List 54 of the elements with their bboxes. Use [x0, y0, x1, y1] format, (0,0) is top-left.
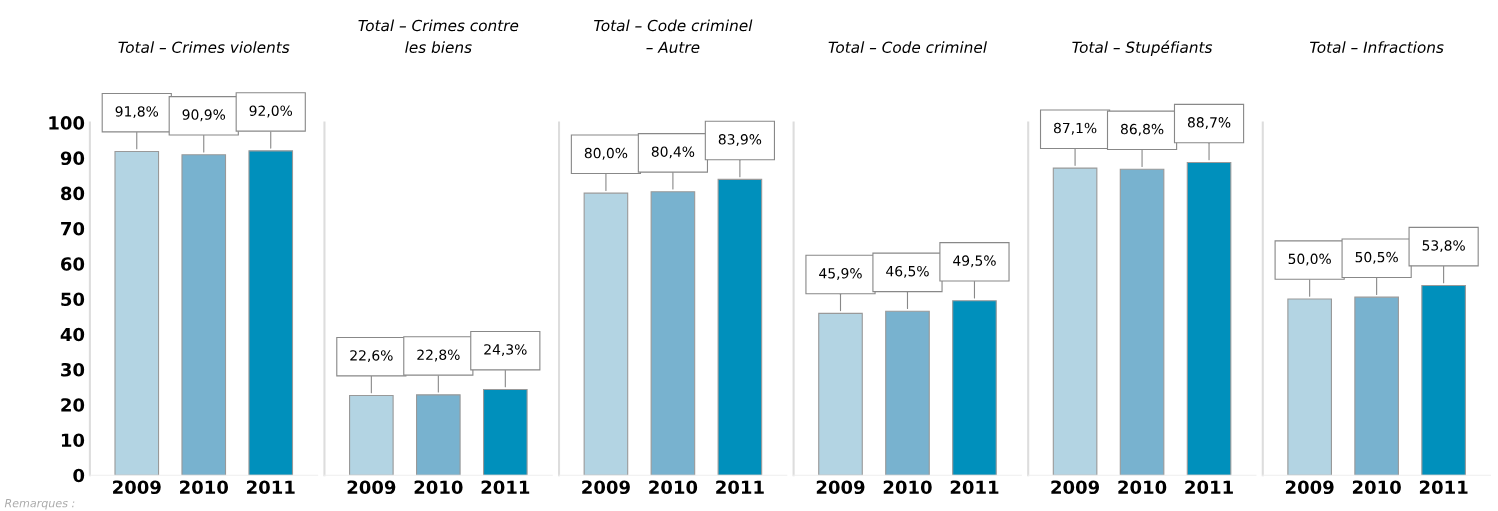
chart-title: Total – Crimes contre les biens — [358, 19, 519, 54]
data-label: 22,6% — [350, 350, 393, 363]
chart-title: Total – Infractions — [1310, 41, 1444, 54]
data-label: 86,8% — [1120, 123, 1164, 136]
data-label: 46,5% — [886, 265, 929, 278]
data-label: 45,9% — [819, 268, 862, 280]
x-tick-label: 2010 — [180, 480, 229, 495]
x-tick-label: 2009 — [113, 480, 161, 495]
x-tick-label: 2009 — [816, 480, 865, 495]
x-tick-label: 2009 — [1051, 480, 1100, 495]
chart-title: Total – Code criminel – Autre — [594, 19, 753, 54]
x-tick-label: 2010 — [883, 480, 932, 495]
x-tick-label: 2010 — [1118, 480, 1167, 495]
data-label: 87,1% — [1053, 122, 1097, 135]
text: Remarques : — [4, 499, 75, 510]
y-tick-label: 80 — [61, 186, 85, 201]
chart-title: Total – Stupéfiants — [1072, 40, 1213, 56]
data-label: 50,0% — [1288, 253, 1331, 266]
data-label: 83,9% — [718, 134, 762, 146]
data-label: 92,0% — [249, 105, 293, 118]
chart-title: Total – Code criminel — [828, 41, 987, 54]
x-tick-label: 2011 — [716, 480, 764, 495]
x-tick-label: 2010 — [414, 480, 463, 495]
y-tick-label: 10 — [61, 433, 85, 448]
x-tick-label: 2009 — [347, 480, 396, 495]
data-label: 80,4% — [651, 146, 695, 159]
chart-title: Total – Crimes violents — [118, 41, 290, 54]
y-tick-label: 60 — [61, 257, 85, 271]
data-label: 24,3% — [484, 344, 527, 357]
y-tick-label: 20 — [61, 398, 85, 412]
x-tick-label: 2009 — [1285, 480, 1334, 495]
x-tick-label: 2011 — [1419, 480, 1468, 495]
x-tick-label: 2011 — [247, 480, 295, 495]
data-label: 50,5% — [1355, 251, 1398, 264]
y-tick-label: 70 — [61, 221, 85, 236]
x-tick-label: 2010 — [649, 480, 698, 495]
x-tick-label: 2011 — [950, 480, 999, 495]
y-tick-label: 100 — [49, 116, 85, 130]
data-label: 53,8% — [1422, 240, 1465, 253]
y-tick-label: 40 — [60, 327, 85, 342]
data-label: 90,9% — [182, 109, 226, 122]
y-tick-label: 0 — [73, 468, 85, 483]
data-label: 49,5% — [953, 255, 996, 268]
x-tick-label: 2010 — [1352, 480, 1401, 495]
y-tick-label: 90 — [60, 151, 85, 166]
x-tick-label: 2011 — [1185, 480, 1233, 495]
data-label: 91,8% — [115, 106, 159, 119]
y-tick-label: 50 — [61, 292, 85, 307]
y-tick-label: 30 — [61, 362, 85, 377]
data-label: 22,8% — [417, 349, 460, 362]
x-tick-label: 2011 — [481, 480, 530, 495]
x-tick-label: 2009 — [582, 480, 630, 495]
data-label: 80,0% — [584, 147, 628, 160]
data-label: 88,7% — [1187, 117, 1231, 130]
